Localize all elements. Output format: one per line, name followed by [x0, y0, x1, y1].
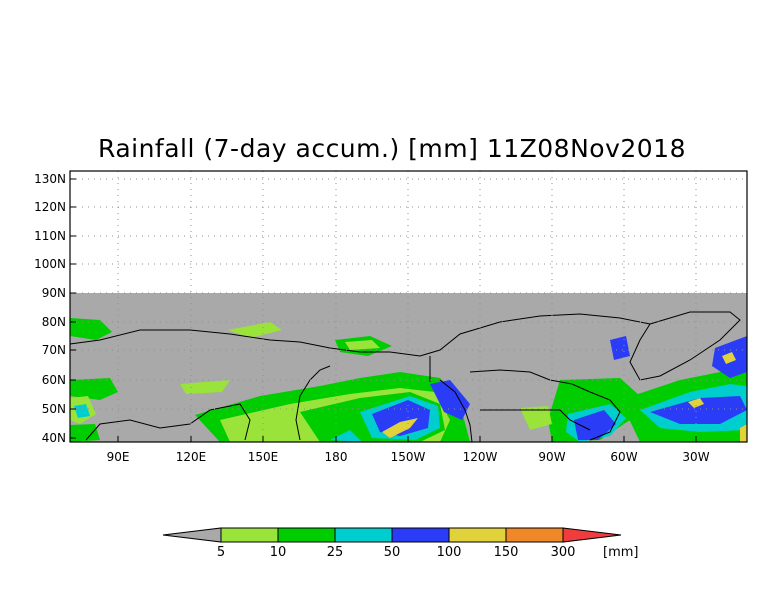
lat-label: 110N [34, 229, 66, 243]
lon-label: 180 [325, 450, 348, 464]
lon-label: 30W [682, 450, 709, 464]
colorbar-left-triangle [162, 527, 222, 543]
lat-label: 40N [42, 431, 66, 445]
colorbar-label: 10 [270, 545, 287, 560]
tick-marks [70, 178, 697, 442]
colorbar-swatch [448, 527, 507, 543]
colorbar-swatch [277, 527, 336, 543]
colorbar-label: 25 [327, 545, 344, 560]
lat-label: 60N [42, 373, 66, 387]
lat-label: 130N [34, 172, 66, 186]
colorbar-label: 300 [551, 545, 576, 560]
lon-label: 90E [107, 450, 130, 464]
colorbar-label: 100 [437, 545, 462, 560]
colorbar-swatch [505, 527, 564, 543]
rainfall-patches [70, 318, 747, 442]
lat-label: 90N [42, 286, 66, 300]
lat-label: 120N [34, 200, 66, 214]
graticule [70, 171, 747, 442]
colorbar-label: 5 [217, 545, 225, 560]
colorbar-right-triangle [562, 527, 622, 543]
lon-label: 60W [610, 450, 637, 464]
colorbar-label: 50 [384, 545, 401, 560]
lat-label: 100N [34, 257, 66, 271]
lat-label: 80N [42, 315, 66, 329]
lon-label: 150W [391, 450, 426, 464]
colorbar-swatch [334, 527, 393, 543]
map-title: Rainfall (7-day accum.) [mm] 11Z08Nov201… [98, 134, 686, 163]
lon-label: 90W [538, 450, 565, 464]
lat-label: 70N [42, 343, 66, 357]
lon-label: 150E [248, 450, 279, 464]
colorbar-swatch [220, 527, 279, 543]
colorbar-label: 150 [494, 545, 519, 560]
longitude-labels: 90E 120E 150E 180 150W 120W 90W 60W 30W [107, 450, 710, 464]
latitude-labels: 130N 120N 110N 100N 90N 80N 70N 60N 50N … [34, 172, 66, 445]
lat-label: 50N [42, 402, 66, 416]
lon-label: 120W [463, 450, 498, 464]
coastlines [69, 311, 741, 443]
colorbar-swatch [391, 527, 450, 543]
lon-label: 120E [176, 450, 207, 464]
colorbar-unit: [mm] [603, 545, 638, 560]
colorbar: 5 10 25 50 100 150 300 [mm] [162, 527, 638, 560]
